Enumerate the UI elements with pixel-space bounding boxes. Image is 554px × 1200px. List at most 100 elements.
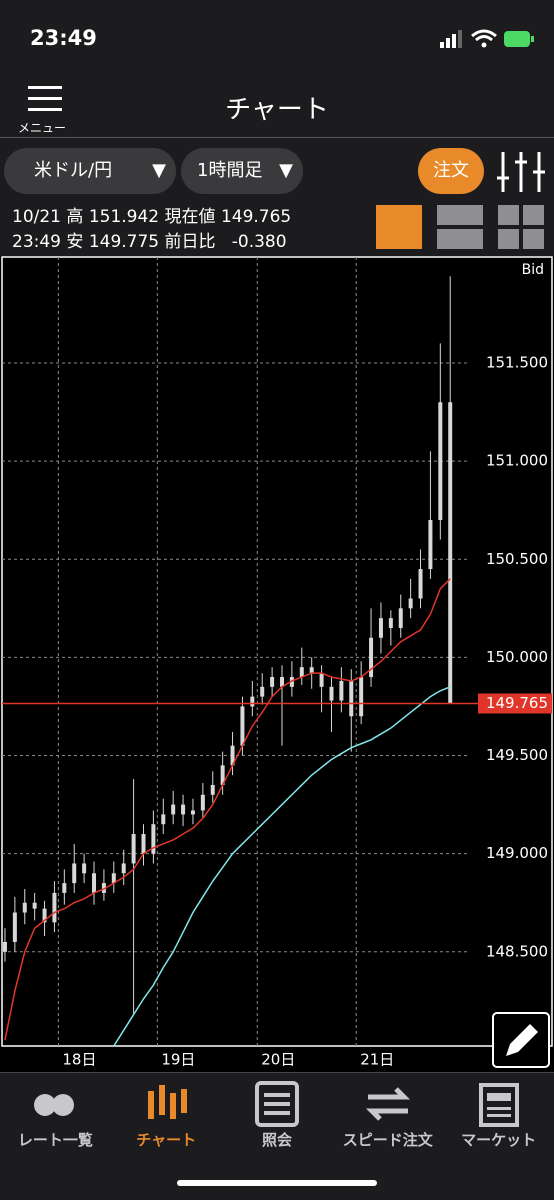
candle-body (181, 804, 186, 815)
tab-icon[interactable] (364, 1081, 412, 1127)
tab-icon[interactable] (31, 1081, 79, 1127)
layout-buttons[interactable] (376, 205, 546, 249)
moving-average-line (113, 686, 451, 1047)
moving-average-line (4, 578, 451, 1041)
tab-icon[interactable] (253, 1081, 301, 1127)
tab-bar: レート一覧 チャート 照会 スピード注文 マーケット (0, 1072, 554, 1200)
candle-body (398, 608, 403, 628)
low-label: 安 (66, 232, 84, 252)
candle-body (240, 706, 245, 746)
candle-body (289, 677, 294, 687)
current-price-box (478, 693, 552, 714)
candle-body (260, 686, 265, 697)
y-tick-label: 151.500 (486, 353, 548, 371)
low-value: 149.775 (88, 232, 160, 252)
x-tick-label: 18日 (62, 1051, 96, 1069)
candle-body (72, 863, 77, 884)
y-tick-label: 150.500 (486, 550, 548, 568)
tab[interactable]: スピード注文 (332, 1073, 443, 1153)
pair-select[interactable]: 米ドル/円 ▼ (4, 148, 176, 194)
candle-body (200, 794, 205, 811)
tab[interactable]: レート一覧 (0, 1073, 111, 1153)
candle-body (12, 912, 17, 942)
tab-icon[interactable] (142, 1081, 190, 1127)
candle-body (250, 696, 255, 707)
candle-body (161, 814, 166, 825)
candle-body (299, 667, 304, 678)
candle-body (62, 883, 67, 893)
settings-icon[interactable] (495, 148, 547, 196)
status-icons (440, 29, 534, 48)
timeframe-select[interactable]: 1時間足 ▼ (181, 148, 303, 194)
candle-body (448, 402, 453, 704)
tab[interactable]: マーケット (443, 1073, 554, 1153)
chart: Bid 148.500 149.000 149.500 150.000 150.500 1… (0, 256, 554, 1072)
candle-body (280, 677, 285, 687)
tab-label[interactable]: マーケット (461, 1131, 537, 1149)
candle-body (339, 680, 344, 701)
candle-body (428, 520, 433, 570)
x-tick-label: 19日 (161, 1051, 195, 1069)
candle-body (329, 686, 334, 701)
header-title: チャート (225, 95, 329, 125)
candle-body (408, 598, 413, 609)
high-value: 151.942 (88, 207, 160, 227)
tab-icon[interactable] (475, 1081, 523, 1127)
y-tick-label: 149.000 (486, 844, 548, 862)
candle-body (378, 618, 383, 638)
change-value: -0.380 (231, 232, 287, 252)
candle-body (42, 908, 47, 923)
y-tick-label: 148.500 (486, 942, 548, 960)
candle-body (22, 902, 27, 913)
candle-body (141, 834, 146, 854)
change-label: 前日比 (164, 232, 216, 252)
candle-body (121, 863, 126, 874)
candle-body (190, 810, 195, 815)
status-time: 23:49 (30, 26, 97, 50)
pair-label[interactable]: 米ドル/円 (34, 160, 113, 181)
x-tick-label: 20日 (261, 1051, 295, 1069)
info-time: 23:49 (12, 232, 61, 252)
candle-body (101, 883, 106, 893)
tab-label[interactable]: チャート (136, 1131, 197, 1149)
candle-body (210, 784, 215, 795)
y-tick-label: 149.500 (486, 746, 548, 764)
candle-body (2, 941, 7, 952)
timeframe-label[interactable]: 1時間足 (197, 160, 263, 181)
current-price-label: 149.765 (486, 694, 548, 712)
divider (0, 137, 554, 138)
candle-body (151, 824, 156, 854)
candle-body (270, 677, 275, 687)
tab[interactable]: チャート (111, 1073, 222, 1153)
candle-body (171, 804, 176, 815)
candle-body (418, 569, 423, 599)
x-tick-label: 21日 (360, 1051, 394, 1069)
candle-body (32, 902, 37, 909)
menu-icon[interactable] (28, 86, 64, 114)
candle-body (319, 673, 324, 687)
draw-button[interactable] (492, 1012, 550, 1068)
info-panel: 10/21 高 151.942 現在値 149.765 23:49 安 149.7… (12, 205, 291, 255)
candle-body (369, 637, 374, 678)
candle-body (220, 765, 225, 785)
candle-body (230, 745, 235, 766)
tab-label[interactable]: レート一覧 (17, 1131, 93, 1149)
menu-label[interactable]: メニュー (18, 121, 67, 135)
tab[interactable]: 照会 (222, 1073, 333, 1153)
info-date: 10/21 (12, 207, 61, 227)
tab-label[interactable]: 照会 (261, 1131, 292, 1149)
candle-body (359, 677, 364, 717)
order-button[interactable]: 注文 (418, 148, 484, 194)
candle-body (388, 618, 393, 628)
y-tick-label: 151.000 (486, 452, 548, 470)
current-value: 149.765 (220, 207, 292, 227)
chart-frame (1, 256, 553, 1047)
candle-body (92, 873, 97, 893)
candle-body (111, 873, 116, 884)
bid-label: Bid (522, 262, 544, 278)
current-label: 現在値 (164, 207, 216, 227)
tab-label[interactable]: スピード注文 (342, 1131, 433, 1149)
y-tick-label: 150.000 (486, 648, 548, 666)
candle-body (131, 834, 136, 864)
